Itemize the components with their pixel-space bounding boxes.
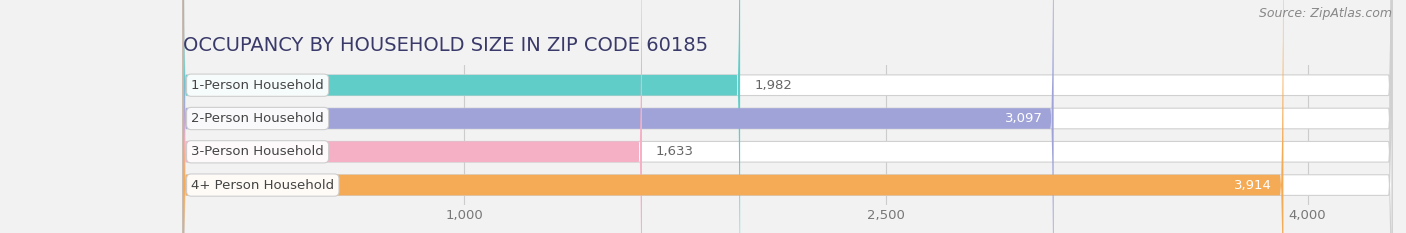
FancyBboxPatch shape — [183, 0, 1392, 233]
Text: 1,982: 1,982 — [754, 79, 792, 92]
Text: 3,914: 3,914 — [1234, 178, 1272, 192]
Text: 1-Person Household: 1-Person Household — [191, 79, 323, 92]
Text: 3,097: 3,097 — [1004, 112, 1042, 125]
Text: OCCUPANCY BY HOUSEHOLD SIZE IN ZIP CODE 60185: OCCUPANCY BY HOUSEHOLD SIZE IN ZIP CODE … — [183, 36, 707, 55]
FancyBboxPatch shape — [183, 0, 1392, 233]
FancyBboxPatch shape — [183, 0, 1392, 233]
FancyBboxPatch shape — [183, 0, 643, 233]
Text: 4+ Person Household: 4+ Person Household — [191, 178, 335, 192]
Text: Source: ZipAtlas.com: Source: ZipAtlas.com — [1258, 7, 1392, 20]
FancyBboxPatch shape — [183, 0, 1284, 233]
Text: 1,633: 1,633 — [657, 145, 695, 158]
FancyBboxPatch shape — [183, 0, 1053, 233]
FancyBboxPatch shape — [183, 0, 1392, 233]
Text: 3-Person Household: 3-Person Household — [191, 145, 323, 158]
Text: 2-Person Household: 2-Person Household — [191, 112, 323, 125]
FancyBboxPatch shape — [183, 0, 740, 233]
